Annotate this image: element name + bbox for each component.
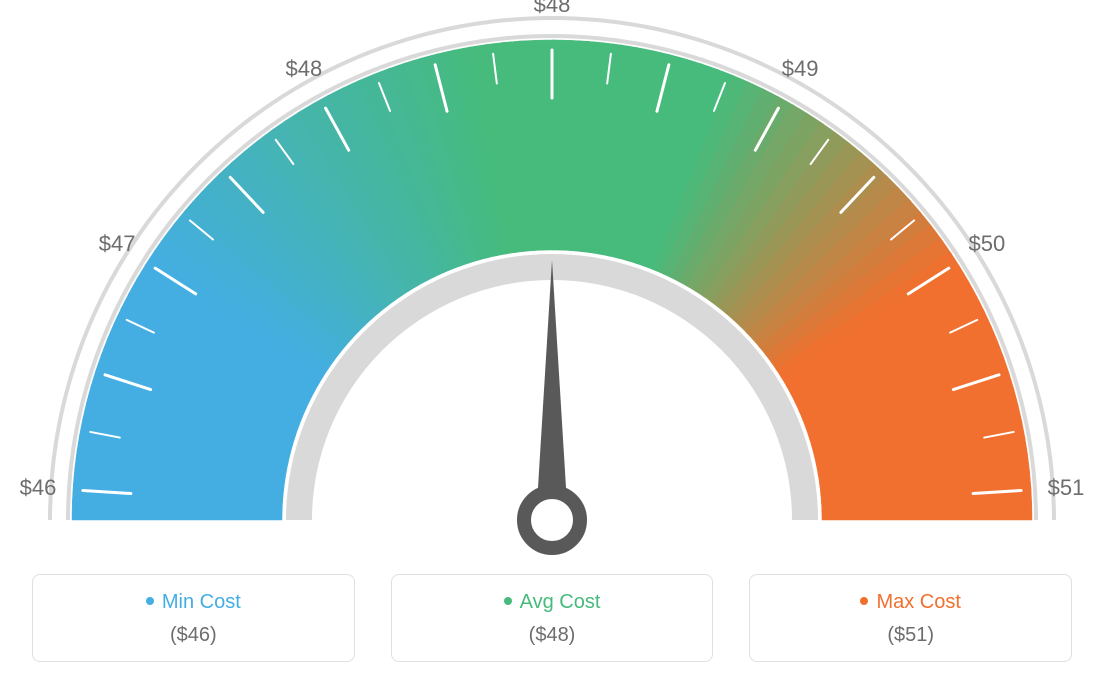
legend-avg-label: Avg Cost [504, 591, 601, 614]
gauge-scale-label: $46 [20, 475, 57, 501]
gauge-needle [536, 260, 568, 520]
legend-card-max: Max Cost ($51) [749, 574, 1072, 662]
legend-avg-value: ($48) [392, 624, 713, 647]
gauge-chart-container: $46 $47 $48 $48 $49 $50 $51 Min Cost ($46) Avg… [0, 0, 1104, 690]
gauge-scale-label: $48 [534, 0, 571, 18]
gauge-scale-label: $48 [286, 56, 323, 82]
gauge-scale-label: $49 [782, 56, 819, 82]
legend-row: Min Cost ($46) Avg Cost ($48) Max Cost (… [32, 574, 1072, 662]
legend-min-value: ($46) [33, 624, 354, 647]
legend-card-avg: Avg Cost ($48) [391, 574, 714, 662]
legend-min-label: Min Cost [146, 591, 241, 614]
legend-max-label: Max Cost [860, 591, 960, 614]
gauge-scale-label: $47 [99, 231, 136, 257]
gauge-scale-label: $50 [968, 231, 1005, 257]
gauge-needle-hub [524, 492, 580, 548]
legend-card-min: Min Cost ($46) [32, 574, 355, 662]
gauge-scale-label: $51 [1048, 475, 1085, 501]
gauge-area: $46 $47 $48 $48 $49 $50 $51 [0, 0, 1104, 560]
legend-max-value: ($51) [750, 624, 1071, 647]
gauge-svg [0, 0, 1104, 560]
